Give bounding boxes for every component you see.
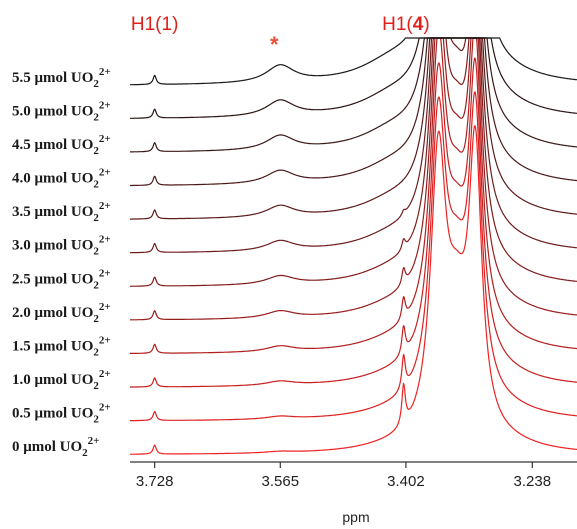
- series-label: 1.0 μmol UO22+: [12, 368, 111, 392]
- peak-label-h1-4: H1(4): [382, 14, 430, 35]
- series-label: 1.5 μmol UO22+: [12, 334, 111, 358]
- x-tick-label: 3.565: [262, 473, 300, 490]
- spectrum-trace: [130, 37, 577, 354]
- series-label: 2.0 μmol UO22+: [12, 301, 111, 325]
- x-tick-label: 3.238: [514, 473, 552, 490]
- series-label: 5.5 μmol UO22+: [12, 66, 111, 90]
- spectrum-trace: [130, 37, 577, 187]
- series-label: 3.0 μmol UO22+: [12, 234, 111, 258]
- series-label: 0.5 μmol UO22+: [12, 401, 111, 425]
- spectrum-trace: [130, 37, 577, 119]
- series-labels: 5.5 μmol UO22+ 5.0 μmol UO22+ 4.5 μmol UO2…: [12, 66, 111, 459]
- x-tick-label: 3.728: [136, 473, 174, 490]
- x-axis-title: ppm: [342, 509, 369, 525]
- series-label: 4.0 μmol UO22+: [12, 167, 111, 191]
- series-label: 5.0 μmol UO22+: [12, 100, 111, 124]
- series-label: 2.5 μmol UO22+: [12, 267, 111, 291]
- spectra-traces: [130, 37, 577, 455]
- spectrum-trace: [130, 124, 577, 455]
- spectrum-trace: [130, 90, 577, 422]
- series-label: 4.5 μmol UO22+: [12, 133, 111, 157]
- spectrum-trace: [130, 57, 577, 388]
- spectrum-trace: [130, 37, 577, 287]
- spectrum-trace: [130, 37, 577, 153]
- x-tick-label: 3.402: [387, 473, 425, 490]
- spectrum-trace: [130, 37, 577, 254]
- asterisk-marker: *: [270, 32, 279, 57]
- spectrum-trace: [130, 37, 577, 321]
- series-label: 3.5 μmol UO22+: [12, 200, 111, 224]
- peak-label-h1-1: H1(1): [131, 14, 179, 35]
- spectrum-trace: [130, 37, 577, 220]
- x-axis-ticks: 3.728 3.565 3.402 3.238: [136, 462, 551, 490]
- peak-annotations: H1(1) * H1(4): [131, 14, 430, 57]
- spectrum-trace: [130, 37, 577, 86]
- series-label: 0 μmol UO22+: [12, 435, 99, 459]
